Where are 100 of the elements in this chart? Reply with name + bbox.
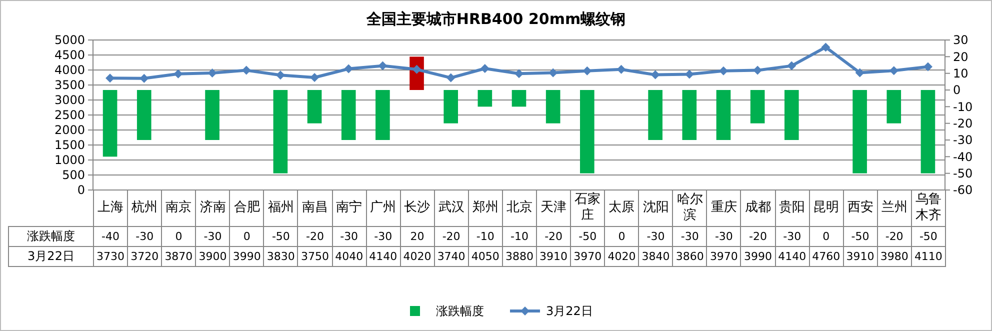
x-tick-label: 兰州 bbox=[880, 200, 908, 216]
y-tick-label: 1500 bbox=[54, 138, 85, 152]
data-label: -10 bbox=[502, 226, 537, 246]
data-label: 20 bbox=[400, 226, 434, 246]
x-tick-label: 乌鲁木齐 bbox=[912, 192, 945, 224]
data-label: 0 bbox=[230, 226, 264, 246]
data-label: 3970 bbox=[570, 246, 605, 266]
x-tick-label: 哈尔滨 bbox=[673, 192, 706, 224]
data-label: 4110 bbox=[911, 246, 946, 266]
data-label: 3990 bbox=[740, 246, 776, 266]
data-label: 4020 bbox=[604, 246, 639, 266]
data-label: -30 bbox=[332, 226, 366, 246]
data-label: 4040 bbox=[332, 246, 366, 266]
x-tick-label: 天津 bbox=[540, 200, 568, 216]
data-label: 3830 bbox=[264, 246, 298, 266]
data-label: 3860 bbox=[672, 246, 707, 266]
data-label: 3990 bbox=[230, 246, 264, 266]
data-label: 3900 bbox=[196, 246, 230, 266]
legend-label: 涨跌幅度 bbox=[436, 304, 484, 318]
point bbox=[753, 66, 762, 75]
x-tick-label: 北京 bbox=[505, 200, 534, 216]
data-label: -20 bbox=[298, 226, 332, 246]
y-tick-label: 1000 bbox=[54, 153, 85, 168]
y2-tick-label: -40 bbox=[953, 150, 973, 164]
x-tick-label: 南宁 bbox=[335, 200, 364, 216]
data-label: 3910 bbox=[843, 246, 878, 266]
y-tick-label: 3000 bbox=[54, 93, 85, 108]
x-tick-label: 贵阳 bbox=[778, 200, 806, 216]
x-tick-label: 沈阳 bbox=[642, 200, 670, 216]
y2-tick-label: -20 bbox=[953, 116, 973, 131]
data-label: 3980 bbox=[877, 246, 912, 266]
y-tick-label: 4000 bbox=[54, 63, 85, 78]
x-tick-label: 济南 bbox=[198, 200, 227, 216]
data-label: -30 bbox=[638, 226, 673, 246]
data-label: -20 bbox=[536, 226, 571, 246]
x-tick-label: 南昌 bbox=[301, 200, 329, 216]
y-tick-label: 5000 bbox=[54, 33, 85, 48]
y-tick-label: 4500 bbox=[54, 48, 85, 62]
x-tick-label: 广州 bbox=[369, 200, 398, 216]
text: 涨跌幅度 bbox=[27, 228, 75, 242]
point bbox=[821, 42, 830, 52]
y-tick-label: 2000 bbox=[54, 123, 85, 138]
point bbox=[310, 73, 320, 82]
y2-tick-label: 0 bbox=[953, 83, 961, 98]
data-label: 3840 bbox=[638, 246, 673, 266]
x-tick-label: 昆明 bbox=[812, 200, 840, 216]
x-tick-label: 福州 bbox=[266, 200, 295, 216]
data-label: 4140 bbox=[775, 246, 810, 266]
x-tick-label: 成都 bbox=[744, 200, 772, 216]
data-label: 3720 bbox=[128, 246, 162, 266]
data-label: 3740 bbox=[434, 246, 468, 266]
x-tick-label: 太原 bbox=[608, 200, 636, 216]
data-label: -30 bbox=[366, 226, 400, 246]
x-tick-label: 郑州 bbox=[471, 200, 500, 216]
x-tick-label: 杭州 bbox=[130, 200, 159, 216]
data-label: 4140 bbox=[366, 246, 400, 266]
data-label: -50 bbox=[911, 226, 946, 246]
data-label: -20 bbox=[740, 226, 776, 246]
x-tick-label: 西安 bbox=[846, 200, 874, 216]
x-tick-label: 重庆 bbox=[710, 200, 738, 216]
data-label: -30 bbox=[128, 226, 162, 246]
x-tick-label: 石家庄 bbox=[571, 192, 604, 224]
x-tick-label: 长沙 bbox=[403, 200, 432, 216]
y-tick-label: 0 bbox=[77, 183, 85, 198]
data-label: -30 bbox=[196, 226, 230, 246]
x-tick-label: 武汉 bbox=[437, 200, 466, 216]
data-label: 4020 bbox=[400, 246, 434, 266]
data-label: 0 bbox=[809, 226, 844, 246]
y-tick-label: 3500 bbox=[54, 78, 85, 92]
data-label: -30 bbox=[706, 226, 741, 246]
data-label: 4760 bbox=[809, 246, 844, 266]
data-label: -30 bbox=[672, 226, 707, 246]
data-label: -30 bbox=[775, 226, 810, 246]
data-label: 0 bbox=[162, 226, 196, 246]
point bbox=[446, 73, 456, 82]
data-label: 3910 bbox=[536, 246, 571, 266]
point bbox=[787, 61, 796, 70]
data-label: 3730 bbox=[94, 246, 128, 266]
point bbox=[378, 61, 388, 70]
data-label: 3970 bbox=[706, 246, 741, 266]
y2-tick-label: 20 bbox=[953, 50, 968, 64]
legend-label: 3月22日 bbox=[546, 304, 593, 318]
point bbox=[140, 74, 149, 83]
point bbox=[923, 62, 932, 72]
data-label: -20 bbox=[434, 226, 468, 246]
y2-tick-label: 10 bbox=[953, 66, 968, 81]
y2-tick-label: -50 bbox=[953, 166, 973, 181]
x-tick-label: 合肥 bbox=[232, 200, 261, 216]
x-tick-label: 南京 bbox=[164, 200, 193, 216]
chart-title: 全国主要城市HRB400 20mm螺纹钢 bbox=[365, 10, 626, 28]
data-label: 3750 bbox=[298, 246, 332, 266]
data-label: -40 bbox=[94, 226, 128, 246]
data-label: -20 bbox=[877, 226, 912, 246]
data-label: -50 bbox=[264, 226, 298, 246]
y-tick-label: 500 bbox=[62, 168, 85, 182]
data-label: 0 bbox=[604, 226, 639, 246]
data-label: -10 bbox=[468, 226, 502, 246]
y2-tick-label: -10 bbox=[953, 100, 973, 114]
y2-tick-label: -30 bbox=[953, 133, 973, 148]
x-tick-label: 上海 bbox=[96, 200, 125, 216]
